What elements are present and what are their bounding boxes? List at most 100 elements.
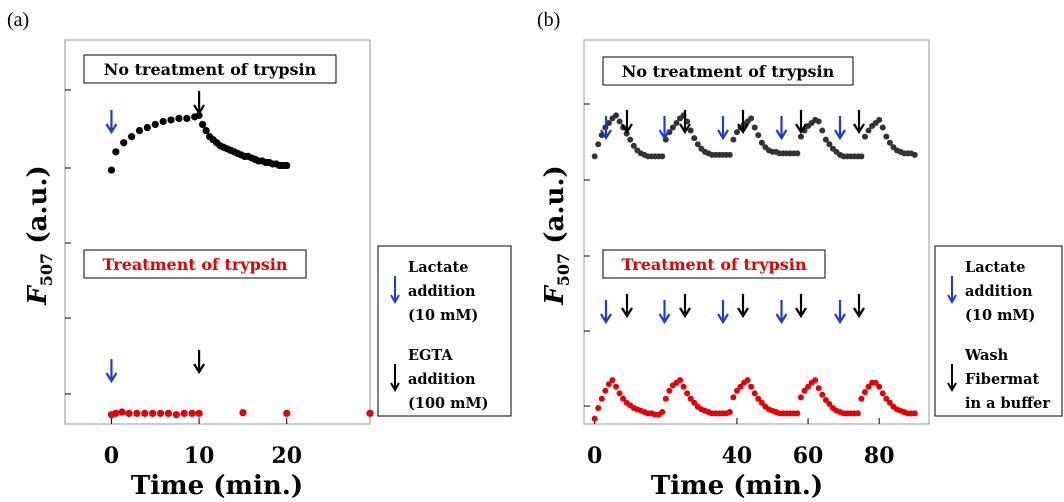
panel-b-arrow-lactate-s1-4 [834, 300, 846, 325]
panel-b-x-axis-title: Time (min.) [651, 471, 823, 501]
panel-b-point-s1-21 [666, 387, 673, 394]
panel-b-x-tick-label-0: 0 [587, 443, 602, 469]
panel-a-point-s0-6 [151, 120, 159, 129]
panel-b-arrow-lactate-s0-2-head [717, 129, 729, 141]
panel-b-point-s0-28 [691, 135, 698, 142]
panel-b-x-tick-label-60: 60 [793, 443, 824, 469]
panel-b-legend-item-1-line-1: Fibermat [965, 371, 1040, 388]
panel-b-point-s0-38 [726, 151, 733, 158]
panel-b-point-s0-29 [694, 141, 701, 148]
panel-b-arrow-lactate-s0-3-head [775, 129, 788, 141]
panel-b-arrow-stop-s0-4-head [853, 123, 865, 135]
panel-b-point-s1-25 [680, 383, 687, 390]
panel-a-x-tick-label-0: 0 [104, 443, 119, 469]
panel-b-point-s0-4 [605, 119, 612, 126]
panel-b-point-s0-80 [876, 116, 883, 123]
panel-b-arrow-stop-s1-4-head [853, 307, 865, 319]
panel-b-arrow-lactate-s0-2 [717, 116, 729, 141]
panel-b-point-s1-57 [794, 410, 801, 417]
panel-b-point-s0-40 [733, 129, 740, 136]
panel-b-arrow-lactate-s0-1-head [658, 129, 671, 141]
panel-b-y-axis-title: F507 (a.u.) [540, 165, 573, 305]
panel-b-point-s1-45 [751, 390, 758, 397]
panel-b-point-s0-47 [758, 139, 765, 146]
panel-b-x-tick-label-40: 40 [722, 443, 753, 469]
panel-b-arrow-lactate-s1-2-head [717, 313, 729, 325]
panel-b-point-s1-83 [886, 399, 893, 406]
panel-b-point-s1-81 [879, 390, 886, 397]
panel-a-x-ticks: 0 10 20 [104, 418, 302, 469]
panel-a-point-s0-7 [159, 117, 167, 126]
panel-b-arrow-stop-s1-1 [679, 294, 691, 319]
panel-a-legend-item-0-line-1: addition [408, 283, 476, 300]
panel-b-point-s1-60 [805, 383, 812, 390]
panel-b-point-s0-27 [687, 127, 694, 134]
panel-a-plot-frame [64, 39, 371, 425]
panel-b-point-s0-83 [886, 139, 893, 146]
panel-b-point-s1-46 [755, 395, 762, 402]
panel-b-point-s0-66 [826, 141, 833, 148]
panel-a-point-s1-13 [239, 409, 247, 417]
panel-b-point-s0-81 [879, 124, 886, 131]
panel-a-x-axis-title: Time (min.) [131, 471, 303, 501]
panel-a-y-axis-subscript: 507 [37, 253, 56, 286]
panel-b-point-s1-76 [861, 389, 868, 396]
panel-b-arrow-stop-s0-4 [853, 110, 865, 135]
panel-a-point-s0-13 [199, 120, 207, 129]
panel-a-point-s1-1 [112, 409, 120, 417]
panel-b-point-s1-28 [691, 399, 698, 406]
panel-a-point-s0-1 [112, 148, 120, 156]
panel-a-box-trypsin-text: Treatment of trypsin [103, 255, 288, 274]
panel-a-legend-arrow-0-head [390, 294, 400, 305]
panel-a-legend-item-1-line-1: addition [408, 371, 476, 388]
panel-b-arrow-lactate-s0-0 [600, 116, 612, 141]
panel-b-point-s1-38 [726, 409, 733, 416]
panel-b-legend-items: Lactate addition (10 mM) Wash Fibermat in a b… [947, 259, 1050, 412]
panel-b-point-s0-75 [858, 153, 865, 160]
panel-b-legend-item-1-line-2: in a buffer [965, 395, 1050, 412]
panel-a-arrow-lactate-2-head [105, 372, 118, 384]
panel-b-box-no-trypsin [602, 56, 854, 86]
panel-b-legend-item-0-line-0: Lactate [965, 259, 1025, 276]
panel-a-point-s1-6 [149, 409, 157, 417]
panel-b-point-s1-90 [911, 410, 918, 417]
panel-b-arrow-stop-s1-4 [853, 294, 865, 319]
panel-b-arrow-lactate-s1-2 [717, 300, 729, 325]
panel-b-point-s0-58 [797, 133, 804, 140]
panel-b-point-s1-5 [609, 377, 616, 384]
panel-b-arrow-lactate-s0-4 [834, 116, 846, 141]
panel-b-point-s1-44 [748, 383, 755, 390]
panel-b-point-s1-0 [591, 415, 598, 422]
panel-b-point-s1-26 [684, 390, 691, 397]
panel-b: (b) 0 40 60 80 No treatment of trypsin Trea… [537, 9, 1063, 501]
panel-b-arrow-lactate-s1-3-head [775, 313, 788, 325]
panel-b-arrow-stop-s1-0 [621, 294, 633, 319]
panel-b-arrow-stop-s0-2 [737, 110, 749, 135]
panel-a-label: (a) [7, 9, 29, 31]
panel-b-point-s0-22 [669, 124, 676, 131]
panel-b-arrow-lactate-s0-3 [775, 116, 788, 141]
panel-b-point-s0-7 [616, 118, 623, 125]
panel-b-point-s0-77 [865, 127, 872, 134]
panel-b-arrow-stop-s1-1-head [679, 307, 691, 319]
panel-a-arrow-lactate-2 [105, 359, 118, 384]
panel-b-arrow-lactate-s0-4-head [834, 129, 846, 141]
panel-a-point-s0-4 [135, 126, 144, 135]
panel-b-point-s0-44 [748, 115, 755, 122]
panel-a-legend-item-1-line-0: EGTA [408, 347, 453, 364]
panel-a-arrow-lactate-0 [105, 110, 118, 135]
panel-b-point-s1-3 [602, 387, 609, 394]
panel-b-arrow-lactate-s1-0-head [600, 313, 612, 325]
panel-b-point-s1-6 [613, 383, 620, 390]
panel-b-point-s0-1 [595, 141, 602, 148]
panel-b-arrow-stop-s1-3 [795, 294, 807, 319]
panel-b-point-s1-1 [595, 405, 602, 412]
panel-b-point-s0-82 [883, 133, 890, 140]
panel-b-arrow-lactate-s1-3 [775, 300, 788, 325]
panel-b-plot-frame [583, 39, 930, 425]
panel-b-arrow-stop-s0-2-head [737, 123, 749, 135]
panel-a-box-trypsin [83, 249, 307, 279]
panel-a-point-s1-4 [133, 409, 141, 417]
panel-a-legend-item-0-line-0: Lactate [408, 259, 468, 276]
panel-a-y-axis-symbol: F [23, 285, 53, 306]
